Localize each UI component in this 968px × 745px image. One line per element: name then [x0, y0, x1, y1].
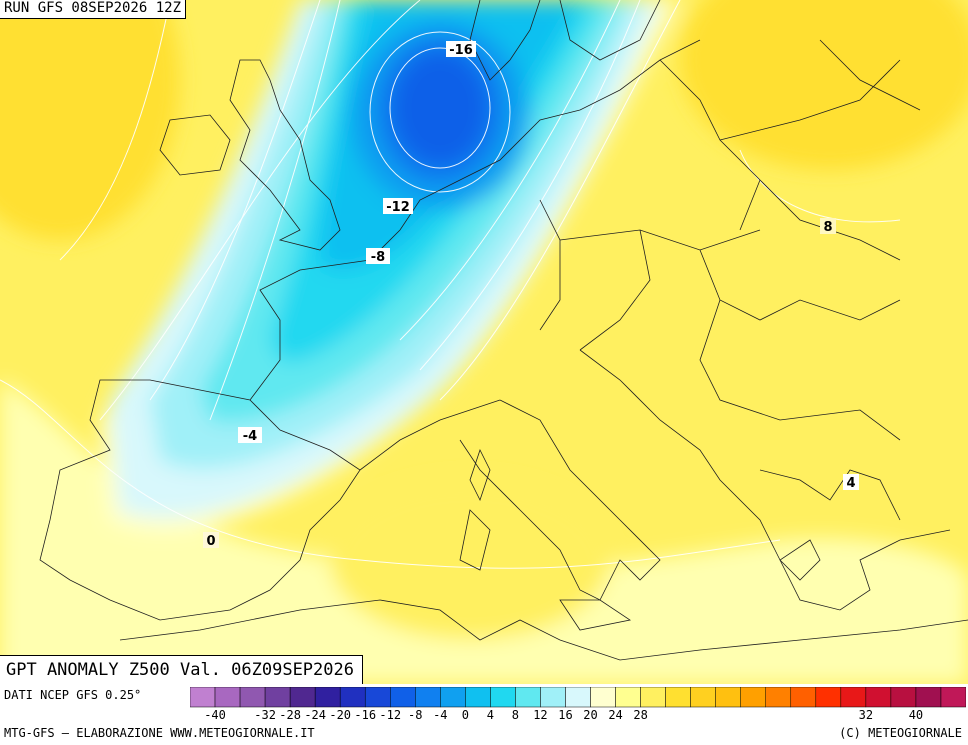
- legend-swatch: [865, 687, 892, 708]
- legend-tick-label: -32: [254, 708, 276, 722]
- legend-tick-label: -12: [379, 708, 402, 722]
- legend-swatch: [840, 687, 867, 708]
- legend-tick-label: -20: [329, 708, 352, 722]
- legend-tick-label: -4: [433, 708, 448, 722]
- legend-tick-label: -28: [279, 708, 301, 722]
- legend-swatch: [665, 687, 691, 708]
- legend-swatch: [790, 687, 817, 708]
- legend-tick-label: 4: [486, 708, 494, 722]
- legend-tick-label: 8: [511, 708, 520, 722]
- legend-swatch: [915, 687, 942, 708]
- legend-swatch: [415, 687, 441, 708]
- color-legend: [190, 687, 966, 708]
- contour-label-bg: [383, 198, 413, 214]
- legend-tick-label: 12: [533, 708, 548, 722]
- anomaly-map: -16 -12 -8 -4 0 8 4: [0, 0, 968, 684]
- legend-swatch: [690, 687, 716, 708]
- legend-tick-labels: -40 -32 -28 -24 -20 -16 -12 -8 -4 0 4 8 12 16 20 24 28 32…: [190, 708, 966, 724]
- copyright-label: (C) METEOGIORNALE: [839, 726, 962, 740]
- legend-swatch: [515, 687, 541, 708]
- contour-label-eight: 8: [823, 220, 832, 235]
- contour-label-bg: [820, 218, 836, 234]
- legend-tick-label: 40: [908, 708, 924, 722]
- legend-swatch: [540, 687, 566, 708]
- legend-swatch: [465, 687, 491, 708]
- legend-swatch: [590, 687, 616, 708]
- legend-swatch: [765, 687, 792, 708]
- legend-swatch: [239, 687, 266, 708]
- legend-tick-label: 28: [633, 708, 648, 722]
- legend-swatch: [364, 687, 391, 708]
- legend-swatch: [640, 687, 666, 708]
- contour-labels: -16 -12 -8 -4 0 8 4: [203, 41, 859, 549]
- legend-swatch: [390, 687, 416, 708]
- legend-tick-label: 0: [461, 708, 469, 722]
- legend-swatch: [490, 687, 516, 708]
- credit-label: MTG-GFS — ELABORAZIONE WWW.METEOGIORNALE…: [4, 726, 315, 740]
- legend-swatch: [190, 687, 216, 708]
- legend-swatch: [715, 687, 741, 708]
- contour-label-minus-8: -8: [371, 250, 385, 265]
- data-source-label: DATI NCEP GFS 0.25°: [4, 688, 142, 702]
- contour-label-minus-16: -16: [449, 43, 473, 58]
- legend-swatch: [940, 687, 966, 708]
- legend-tick-label: -16: [354, 708, 377, 722]
- contour-label-minus-12: -12: [386, 200, 410, 215]
- legend-swatch: [314, 687, 341, 708]
- contour-label-bg: [843, 474, 859, 490]
- legend-tick-label: 24: [608, 708, 623, 722]
- legend-swatch: [264, 687, 291, 708]
- legend-swatch: [740, 687, 766, 708]
- contour-lines: [0, 0, 901, 569]
- coastlines: [39, 0, 968, 661]
- contour-label-bg: [366, 248, 390, 264]
- legend-swatch: [565, 687, 591, 708]
- legend-tick-label: -24: [304, 708, 326, 722]
- contour-label-bg: [203, 532, 219, 548]
- contour-label-minus-4: -4: [243, 429, 257, 444]
- legend-tick-label: 16: [558, 708, 573, 722]
- contour-label-four: 4: [846, 476, 855, 491]
- legend-swatch: [440, 687, 466, 708]
- legend-swatch: [289, 687, 316, 708]
- contour-label-bg: [446, 41, 476, 57]
- legend-swatch: [890, 687, 917, 708]
- contour-label-bg: [238, 427, 262, 443]
- legend-swatch: [815, 687, 842, 708]
- run-label: RUN GFS 08SEP2026 12Z: [0, 0, 187, 19]
- legend-tick-label: -8: [408, 708, 423, 722]
- map-title: GPT ANOMALY Z500 Val. 06Z09SEP2026: [0, 655, 363, 684]
- contour-label-zero: 0: [206, 534, 215, 549]
- legend-swatch: [214, 687, 241, 708]
- legend-tick-label: -40: [204, 708, 226, 722]
- legend-swatch: [615, 687, 641, 708]
- legend-tick-label: 32: [858, 708, 874, 722]
- legend-swatch: [339, 687, 366, 708]
- legend-tick-label: 20: [583, 708, 598, 722]
